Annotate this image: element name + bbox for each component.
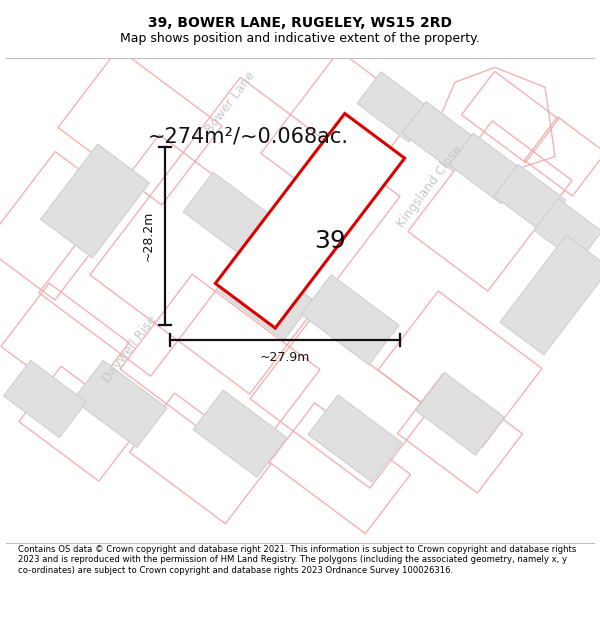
Polygon shape [357, 72, 433, 142]
Text: 39: 39 [314, 229, 346, 253]
Text: Kingsland Close: Kingsland Close [395, 142, 465, 230]
Polygon shape [73, 361, 167, 448]
Text: ~27.9m: ~27.9m [260, 351, 310, 364]
Text: 39, BOWER LANE, RUGELEY, WS15 2RD: 39, BOWER LANE, RUGELEY, WS15 2RD [148, 16, 452, 30]
Text: ~274m²/~0.068ac.: ~274m²/~0.068ac. [148, 127, 349, 147]
Text: Daywell Rise: Daywell Rise [101, 314, 160, 386]
Text: Map shows position and indicative extent of the property.: Map shows position and indicative extent… [120, 32, 480, 45]
Polygon shape [308, 395, 402, 482]
Text: Contains OS data © Crown copyright and database right 2021. This information is : Contains OS data © Crown copyright and d… [18, 545, 577, 575]
Polygon shape [494, 164, 566, 232]
Polygon shape [4, 361, 86, 438]
Polygon shape [500, 235, 600, 355]
Polygon shape [301, 275, 399, 365]
Polygon shape [402, 101, 478, 172]
Polygon shape [416, 372, 505, 455]
Polygon shape [40, 144, 149, 258]
Polygon shape [215, 114, 404, 328]
Text: Bower Lane: Bower Lane [203, 69, 257, 136]
Polygon shape [193, 390, 287, 478]
Polygon shape [449, 133, 525, 204]
Text: ~28.2m: ~28.2m [142, 211, 155, 261]
Polygon shape [534, 199, 600, 263]
Polygon shape [216, 250, 314, 340]
Polygon shape [183, 173, 277, 259]
